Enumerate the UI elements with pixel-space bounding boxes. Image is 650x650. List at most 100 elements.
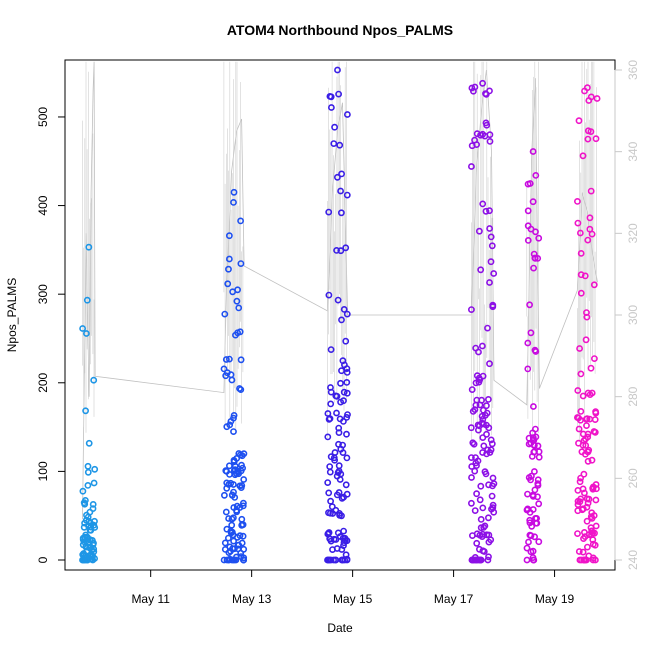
data-point: [580, 470, 588, 478]
data-point: [524, 365, 532, 373]
data-point: [483, 450, 490, 458]
data-point: [590, 428, 598, 435]
data-point: [475, 227, 483, 235]
data-point: [236, 385, 243, 392]
data-point: [472, 379, 480, 387]
data-point: [582, 415, 590, 423]
data-point: [486, 131, 494, 139]
data-point: [225, 515, 232, 522]
data-point: [593, 95, 601, 102]
data-point: [490, 270, 498, 277]
data-point: [327, 537, 335, 545]
data-point: [237, 356, 245, 364]
data-point: [585, 97, 593, 104]
data-point: [339, 556, 347, 564]
data-point: [478, 412, 486, 420]
data-point: [476, 496, 484, 504]
data-point: [238, 452, 246, 460]
data-point: [468, 532, 476, 539]
data-point: [488, 242, 496, 250]
y2-tick-label: 360: [626, 60, 640, 80]
data-point: [235, 470, 242, 478]
data-point: [225, 462, 233, 470]
data-point: [343, 413, 351, 421]
data-point: [483, 430, 490, 438]
data-point: [486, 207, 493, 215]
data-point: [582, 336, 590, 344]
data-point: [324, 479, 332, 486]
data-point: [484, 446, 491, 454]
data-point: [530, 264, 537, 272]
y2-tick-label: 240: [626, 550, 640, 570]
data-point: [577, 474, 584, 482]
data-point: [473, 490, 480, 498]
data-point: [584, 433, 592, 441]
data-point: [532, 171, 540, 179]
data-point: [485, 481, 492, 489]
data-point: [343, 430, 350, 438]
data-point: [529, 198, 537, 206]
secondary-line-hatching: [327, 61, 347, 438]
data-point: [591, 355, 598, 362]
data-point: [343, 191, 351, 199]
data-point: [333, 246, 340, 254]
data-point: [223, 467, 230, 475]
data-point: [577, 407, 585, 415]
data-point: [229, 556, 237, 564]
data-point: [224, 534, 232, 542]
data-point: [481, 411, 489, 419]
y-axis: 0 100 200 300 400 500: [36, 107, 66, 563]
data-point: [526, 301, 533, 309]
data-point: [579, 152, 587, 160]
data-point-max: [230, 188, 238, 196]
data-point: [523, 544, 531, 552]
data-point: [528, 522, 536, 530]
data-point: [80, 538, 88, 545]
data-point: [238, 461, 245, 469]
data-point: [337, 247, 345, 255]
data-point: [327, 497, 334, 505]
data-point: [83, 533, 91, 541]
data-point: [327, 453, 335, 461]
data-point: [343, 454, 351, 462]
data-point: [477, 266, 485, 274]
data-point: [488, 492, 496, 500]
data-point: [576, 345, 583, 352]
data-point: [324, 433, 332, 441]
data-point: [331, 123, 338, 131]
y2-tick-label: 260: [626, 468, 640, 488]
data-point-max: [334, 66, 341, 74]
data-point: [583, 313, 591, 321]
data-point: [337, 209, 345, 217]
data-point: [479, 547, 487, 555]
data-point: [577, 370, 585, 378]
data-point: [82, 552, 90, 560]
data-point: [583, 517, 591, 525]
data-point: [586, 225, 594, 233]
data-point: [224, 280, 232, 288]
data-point: [467, 499, 475, 507]
data-point: [482, 90, 490, 98]
data-point: [236, 328, 244, 336]
data-point: [84, 462, 92, 470]
data-point: [583, 422, 590, 429]
data-point: [237, 260, 245, 267]
data-point: [331, 449, 339, 456]
data-point: [339, 441, 346, 449]
data-point: [343, 378, 351, 386]
data-point: [239, 499, 247, 507]
data-point: [481, 468, 489, 476]
data-point: [471, 507, 479, 514]
data-point: [228, 515, 236, 523]
data-point: [525, 538, 532, 546]
data-point: [342, 551, 350, 559]
data-point: [482, 402, 490, 410]
data-point: [327, 346, 335, 353]
data-point: [221, 539, 229, 547]
data-point: [230, 198, 237, 206]
data-point: [336, 476, 344, 483]
data-point: [534, 254, 542, 262]
data-point: [529, 492, 537, 500]
secondary-line-layer: [82, 61, 598, 520]
